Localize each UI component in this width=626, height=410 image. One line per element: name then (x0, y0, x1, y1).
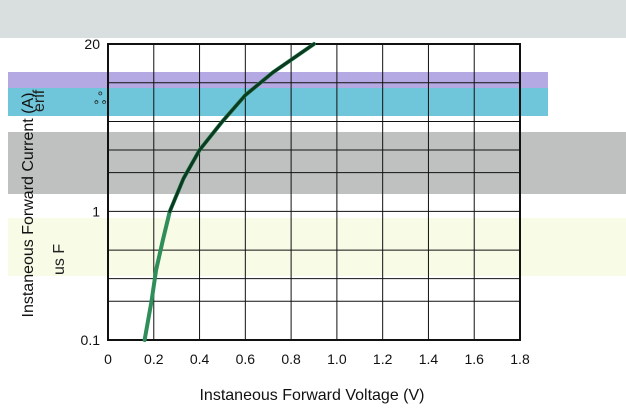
x-tick-label-6: 1.2 (373, 351, 393, 367)
grid-lines (107, 43, 521, 341)
y-tick-label-2: 20 (84, 36, 100, 52)
x-tick-label-9: 1.8 (510, 351, 530, 367)
y-tick-label-0: 0.1 (81, 332, 101, 348)
x-tick-label-0: 0 (104, 351, 112, 367)
y-axis-title: Instaneous Forward Current (A) (20, 93, 37, 318)
x-tick-label-2: 0.4 (190, 351, 210, 367)
x-tick-label-3: 0.6 (236, 351, 256, 367)
overlay-text-1: erif (31, 89, 48, 112)
x-tick-label-4: 0.8 (281, 351, 301, 367)
x-tick-label-1: 0.2 (144, 351, 164, 367)
cream-band (8, 218, 626, 276)
x-tick-labels: 0 0.2 0.4 0.6 0.8 1.0 1.2 1.4 1.6 1.8 (104, 351, 530, 367)
top-band (0, 0, 626, 38)
x-tick-label-7: 1.4 (419, 351, 439, 367)
x-axis-title: Instaneous Forward Voltage (V) (199, 387, 424, 404)
y-tick-labels: 0.1 1 20 (81, 36, 101, 348)
y-tick-label-1: 1 (92, 203, 100, 219)
x-tick-label-5: 1.0 (327, 351, 347, 367)
overlay-text-2: ஃ (94, 91, 107, 108)
overlay-text-3: us F (51, 244, 68, 275)
x-tick-label-8: 1.6 (464, 351, 484, 367)
series-layer (142, 42, 316, 342)
gray-band (8, 132, 626, 194)
lavender-band (8, 72, 548, 88)
series-line-upper-0 (168, 42, 316, 213)
cyan-band (8, 88, 548, 116)
